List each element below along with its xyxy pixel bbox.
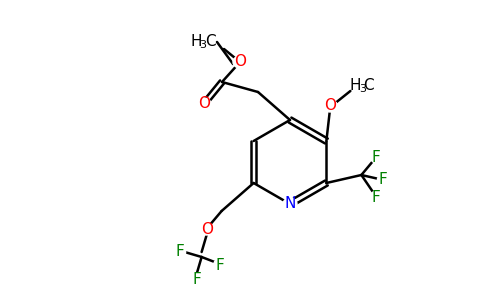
Text: F: F <box>192 272 201 286</box>
Ellipse shape <box>233 56 247 68</box>
Ellipse shape <box>370 151 382 163</box>
Text: N: N <box>284 196 296 211</box>
Text: O: O <box>324 98 336 113</box>
Ellipse shape <box>191 273 203 285</box>
Text: O: O <box>201 221 212 236</box>
Ellipse shape <box>197 98 211 110</box>
Ellipse shape <box>323 100 337 112</box>
Text: F: F <box>215 257 224 272</box>
Ellipse shape <box>370 191 382 203</box>
Text: O: O <box>198 97 210 112</box>
Text: C: C <box>205 34 215 50</box>
Text: F: F <box>372 190 381 205</box>
Ellipse shape <box>378 174 389 186</box>
Ellipse shape <box>199 223 213 235</box>
Text: O: O <box>234 55 246 70</box>
Text: 3: 3 <box>199 40 207 50</box>
Text: F: F <box>372 149 381 164</box>
Text: F: F <box>175 244 184 260</box>
Ellipse shape <box>213 259 226 271</box>
Text: H: H <box>349 79 361 94</box>
Text: 3: 3 <box>359 84 366 94</box>
Ellipse shape <box>283 198 297 210</box>
Ellipse shape <box>174 246 186 258</box>
Text: F: F <box>379 172 388 188</box>
Text: C: C <box>363 79 374 94</box>
Text: H: H <box>190 34 202 50</box>
